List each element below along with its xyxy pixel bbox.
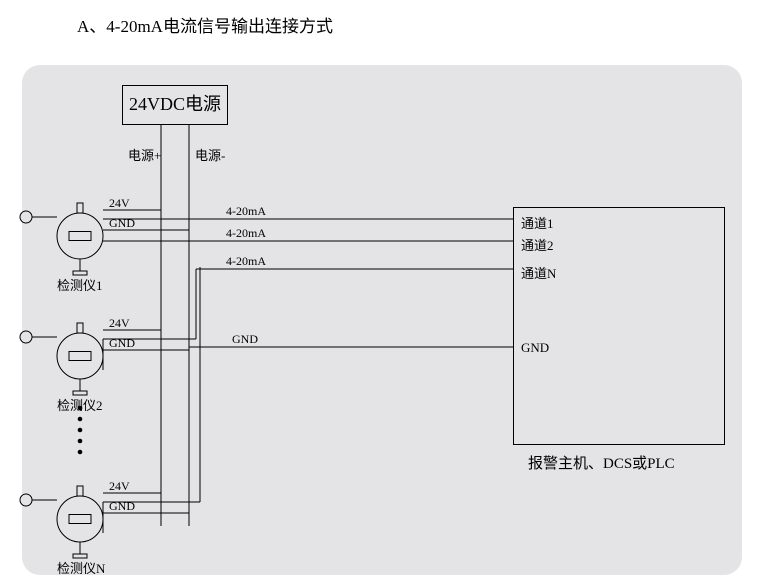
detector-2-24v-label: 24V	[109, 317, 130, 329]
power-plus-label: 电源+	[128, 149, 161, 162]
detector-2-label: 检测仪2	[57, 399, 103, 412]
host-caption: 报警主机、DCS或PLC	[528, 457, 675, 472]
signal-gnd-label: GND	[232, 333, 258, 345]
power-supply-box: 24VDC电源	[122, 85, 228, 125]
detector-n-label: 检测仪N	[57, 562, 105, 575]
detector-1-24v-label: 24V	[109, 197, 130, 209]
channel-1-label: 通道1	[521, 217, 554, 230]
signal-1-label: 4-20mA	[226, 205, 266, 217]
detector-n-gnd-label: GND	[109, 500, 135, 512]
signal-n-label: 4-20mA	[226, 255, 266, 267]
signal-2-label: 4-20mA	[226, 227, 266, 239]
detector-n-24v-label: 24V	[109, 480, 130, 492]
detector-1-gnd-label: GND	[109, 217, 135, 229]
host-gnd-label: GND	[521, 341, 549, 354]
detector-1-label: 检测仪1	[57, 279, 103, 292]
power-supply-label: 24VDC电源	[129, 95, 221, 113]
channel-2-label: 通道2	[521, 239, 554, 252]
power-minus-label: 电源-	[195, 149, 225, 162]
detector-2-gnd-label: GND	[109, 337, 135, 349]
channel-n-label: 通道N	[521, 267, 556, 280]
